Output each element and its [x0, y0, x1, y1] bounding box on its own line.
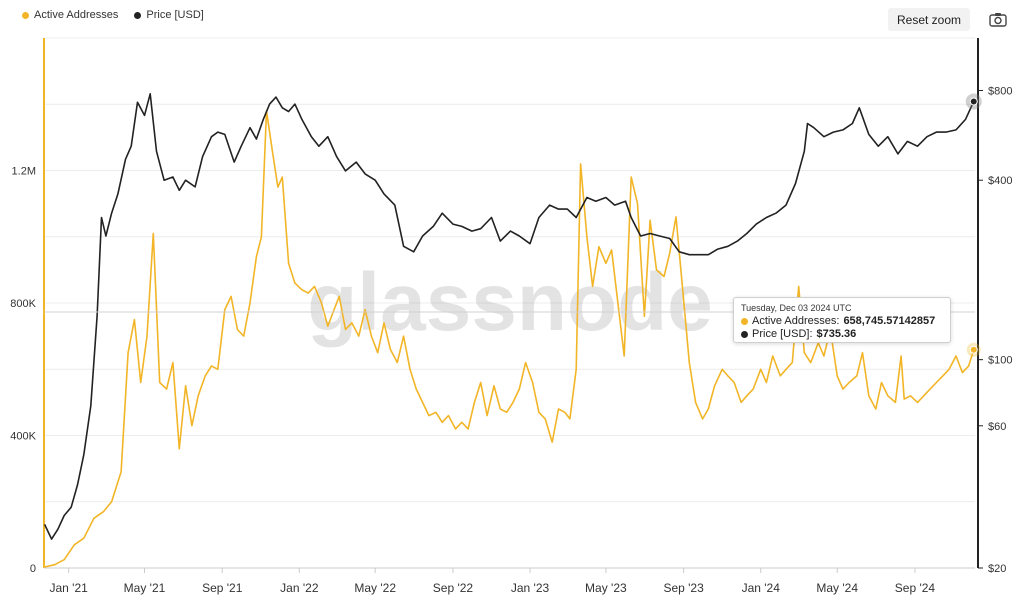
- legend-label-price: Price [USD]: [146, 9, 204, 21]
- y-right-tick-label: $800: [988, 85, 1012, 97]
- x-tick-label: May '24: [816, 581, 858, 595]
- legend-dot-active-addresses: [22, 11, 29, 19]
- legend-item-active-addresses[interactable]: Active Addresses: [22, 9, 118, 21]
- tooltip-date: Tuesday, Dec 03 2024 UTC: [741, 303, 852, 313]
- y-left-tick-label: 400K: [10, 431, 36, 443]
- y-right-tick-label: $400: [988, 175, 1012, 187]
- tooltip-row-active-addresses: Active Addresses: 658,745.57142857: [741, 315, 943, 328]
- y-left-tick-label: 1.2M: [12, 166, 36, 178]
- hover-point-active-addresses: [969, 345, 978, 354]
- legend-dot-price: [134, 11, 142, 19]
- y-right-tick-label: $60: [988, 421, 1006, 433]
- x-tick-label: Sep '23: [663, 581, 704, 595]
- reset-zoom-button[interactable]: Reset zoom: [888, 8, 970, 31]
- x-tick-label: Sep '22: [433, 581, 474, 595]
- tooltip-label-price: Price [USD]:: [752, 328, 813, 340]
- chart-legend: Active Addresses Price [USD]: [22, 9, 204, 21]
- tooltip-row-price: Price [USD]: $735.36: [741, 328, 943, 341]
- chart-tick-labels: 0 400K 800K 1.2M $20 $60 $100 $400 $800 Jan '21 Ma…: [10, 85, 1012, 595]
- x-tick-label: Jan '24: [742, 581, 781, 595]
- x-tick-label: Jan '21: [49, 581, 88, 595]
- tooltip-value-price: $735.36: [816, 328, 857, 340]
- x-tick-label: Jan '22: [280, 581, 319, 595]
- tooltip-label-active-addresses: Active Addresses:: [752, 315, 840, 327]
- x-tick-label: May '23: [585, 581, 627, 595]
- hover-point-price: [969, 97, 978, 106]
- x-tick-label: Sep '21: [202, 581, 243, 595]
- y-right-tick-label: $100: [988, 355, 1012, 367]
- tooltip-value-active-addresses: 658,745.57142857: [843, 315, 936, 327]
- series-line-price: [43, 93, 975, 540]
- chart-tooltip: Tuesday, Dec 03 2024 UTC Active Addresse…: [733, 297, 951, 343]
- legend-item-price[interactable]: Price [USD]: [134, 9, 204, 21]
- x-tick-label: Jan '23: [511, 581, 550, 595]
- y-right-tick-label: $20: [988, 563, 1006, 575]
- y-left-tick-label: 800K: [10, 298, 36, 310]
- tooltip-dot-price: [741, 331, 748, 338]
- camera-icon[interactable]: [988, 10, 1008, 30]
- x-tick-label: May '22: [354, 581, 396, 595]
- series-line-active-addresses: [44, 110, 975, 568]
- watermark: glassnode: [307, 257, 713, 348]
- chart-series: [43, 93, 975, 568]
- x-tick-label: Sep '24: [895, 581, 936, 595]
- x-tick-label: May '21: [124, 581, 166, 595]
- legend-label-active-addresses: Active Addresses: [34, 9, 119, 21]
- tooltip-dot-active-addresses: [741, 318, 748, 325]
- y-left-tick-label: 0: [30, 563, 36, 575]
- chart-axes: [43, 38, 983, 573]
